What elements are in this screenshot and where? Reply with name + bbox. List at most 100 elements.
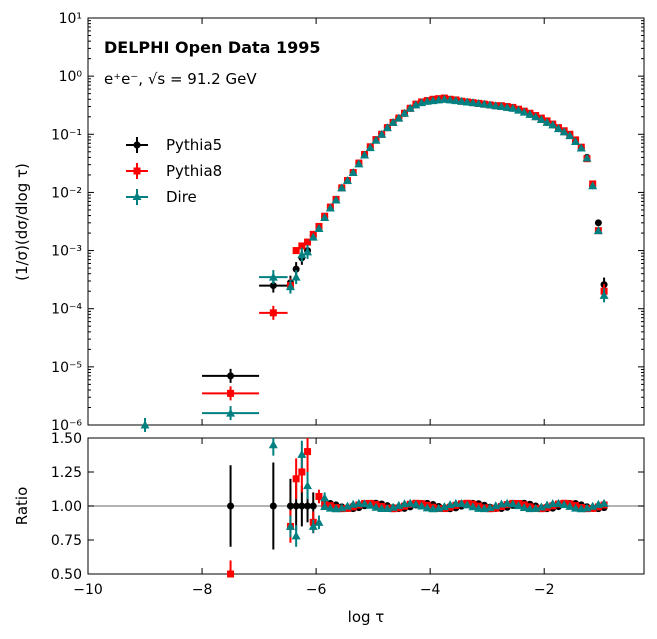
ratio-point bbox=[320, 493, 330, 502]
ratio-point bbox=[315, 492, 323, 500]
ratio-point bbox=[304, 448, 312, 456]
data-point bbox=[292, 247, 300, 255]
data-point bbox=[382, 123, 392, 132]
data-point bbox=[514, 105, 524, 114]
ratio-tick-label: 1.50 bbox=[51, 431, 82, 447]
ratio-point bbox=[474, 503, 484, 512]
ratio-point bbox=[354, 498, 364, 507]
ratio-point bbox=[457, 499, 467, 508]
y-axis-label: (1/σ)(dσ/dlog τ) bbox=[13, 163, 31, 281]
data-point bbox=[304, 238, 312, 246]
ratio-point bbox=[297, 449, 307, 458]
x-tick-label: −4 bbox=[420, 582, 441, 598]
ratio-point bbox=[502, 498, 512, 507]
ratio-point bbox=[411, 499, 421, 508]
data-point bbox=[308, 232, 318, 241]
chart-subtitle: e⁺e⁻, √s = 91.2 GeV bbox=[104, 70, 257, 88]
ratio-point bbox=[417, 501, 427, 510]
data-point bbox=[553, 124, 563, 133]
series-pythia8 bbox=[202, 94, 608, 401]
data-point bbox=[525, 109, 535, 118]
ratio-point bbox=[571, 503, 581, 512]
data-point bbox=[331, 195, 341, 204]
data-point bbox=[298, 242, 306, 250]
ratio-point bbox=[227, 502, 235, 510]
data-point bbox=[559, 127, 569, 136]
main-panel-frame bbox=[87, 17, 645, 426]
data-point bbox=[269, 309, 277, 317]
ratio-point bbox=[303, 481, 313, 490]
data-point bbox=[314, 223, 324, 232]
ratio-point bbox=[320, 501, 330, 510]
data-point bbox=[582, 153, 592, 162]
data-point bbox=[439, 94, 449, 103]
data-point bbox=[337, 183, 347, 192]
ratio-point bbox=[365, 500, 375, 509]
legend-item-pythia5: Pythia5 bbox=[126, 136, 222, 154]
data-point bbox=[594, 219, 602, 227]
ratio-point bbox=[309, 502, 317, 510]
ratio-point bbox=[291, 531, 301, 540]
ratio-point bbox=[508, 499, 518, 508]
y-tick-label: 10⁻¹ bbox=[51, 127, 82, 143]
ratio-point bbox=[377, 504, 387, 513]
ratio-point bbox=[292, 502, 300, 510]
ratio-point bbox=[308, 521, 318, 530]
data-point bbox=[548, 120, 558, 129]
ratio-point bbox=[565, 501, 575, 510]
x-tick-label: −8 bbox=[192, 582, 213, 598]
data-point bbox=[451, 96, 461, 105]
data-point bbox=[377, 129, 387, 138]
data-point bbox=[342, 176, 352, 185]
data-point bbox=[140, 420, 150, 429]
ratio-point bbox=[519, 503, 529, 512]
data-point bbox=[571, 137, 581, 146]
data-point bbox=[303, 247, 313, 256]
data-point bbox=[399, 108, 409, 117]
data-point bbox=[268, 272, 278, 281]
data-point bbox=[479, 99, 489, 108]
ratio-point bbox=[298, 502, 306, 510]
data-point bbox=[365, 143, 375, 152]
data-point bbox=[496, 102, 506, 111]
data-point bbox=[508, 103, 518, 112]
data-point bbox=[542, 117, 552, 126]
data-point bbox=[468, 98, 478, 107]
ratio-point bbox=[298, 468, 306, 476]
ratio-point bbox=[285, 521, 295, 530]
ratio-point bbox=[514, 501, 524, 510]
main-axis-ticks: 10⁻⁶ 10⁻⁵ 10⁻⁴ 10⁻³ 10⁻² 10⁻¹ 10⁰ 10¹ bbox=[51, 11, 644, 434]
data-point bbox=[536, 114, 546, 123]
ratio-tick-label: 0.75 bbox=[51, 533, 82, 549]
ratio-point bbox=[304, 502, 312, 510]
data-point bbox=[411, 100, 421, 109]
y-tick-label: 10⁻⁶ bbox=[51, 418, 82, 434]
ratio-point bbox=[360, 499, 370, 508]
x-tick-label: −10 bbox=[73, 582, 103, 598]
ratio-point bbox=[269, 502, 277, 510]
data-point bbox=[354, 159, 364, 168]
ratio-point bbox=[268, 440, 278, 449]
series-layer bbox=[140, 94, 609, 432]
data-point bbox=[445, 95, 455, 104]
data-point bbox=[297, 250, 307, 259]
ratio-point bbox=[559, 499, 569, 508]
x-tick-label: −2 bbox=[534, 582, 555, 598]
data-point bbox=[285, 282, 295, 291]
data-point bbox=[348, 168, 358, 177]
ratio-tick-label: 1.00 bbox=[51, 499, 82, 515]
y-tick-label: 10⁻³ bbox=[51, 244, 82, 260]
data-point bbox=[502, 102, 512, 111]
x-tick-label: −6 bbox=[306, 582, 327, 598]
data-point bbox=[565, 131, 575, 140]
data-point bbox=[360, 150, 370, 159]
legend-item-pythia8: Pythia8 bbox=[126, 162, 222, 180]
data-point bbox=[394, 113, 404, 122]
data-point bbox=[320, 213, 330, 222]
data-point bbox=[371, 135, 381, 144]
data-point bbox=[388, 117, 398, 126]
ratio-axis-label: Ratio bbox=[13, 487, 31, 526]
ratio-layer bbox=[227, 438, 609, 578]
data-point bbox=[474, 98, 484, 107]
